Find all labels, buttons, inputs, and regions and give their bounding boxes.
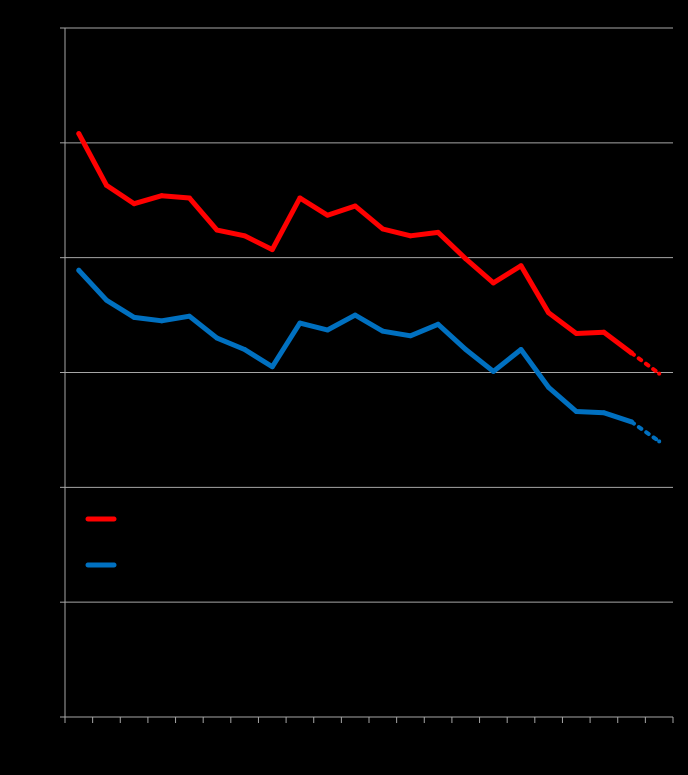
series-0-point-0	[76, 131, 82, 137]
series-0-point-11	[380, 226, 386, 232]
y-tick-label-4: 4	[49, 250, 56, 265]
series-0-point-12	[407, 233, 413, 239]
series-0-point-15	[490, 280, 496, 286]
series-0-point-17	[546, 310, 552, 316]
series-0-point-7	[269, 247, 275, 253]
series-1-point-2	[131, 314, 137, 320]
series-0-point-16	[518, 263, 524, 269]
series-1-point-8	[297, 320, 303, 326]
series-1-point-19	[601, 410, 607, 416]
series-1-point-7	[269, 364, 275, 370]
series-1-point-15	[490, 368, 496, 374]
y-tick-label-0: 0	[49, 709, 56, 724]
series-0-point-18	[573, 330, 579, 336]
series-line-1	[76, 267, 634, 425]
series-1-point-1	[103, 297, 109, 303]
series-0-point-10	[352, 203, 358, 209]
gridlines	[65, 27, 673, 718]
series-lines	[76, 131, 662, 444]
y-tick-label-2: 2	[49, 479, 56, 494]
y-tick-label-6: 6	[49, 20, 56, 35]
y-tick-label-1: 1	[49, 594, 56, 609]
axes: 0 1 2 3 4 5 6	[49, 20, 674, 724]
series-projection-0	[629, 351, 662, 376]
series-0-point-19	[601, 329, 607, 335]
series-1-point-11	[380, 328, 386, 334]
series-0-point-1	[103, 182, 109, 188]
series-1-point-14	[463, 347, 469, 353]
series-1-point-10	[352, 312, 358, 318]
series-1-point-4	[186, 313, 192, 319]
series-1-point-0	[76, 267, 82, 273]
series-0-point-2	[131, 201, 137, 207]
series-projection-1	[629, 419, 662, 444]
y-tick-label-3: 3	[49, 365, 56, 380]
series-0-point-5	[214, 227, 220, 233]
series-1-point-12	[407, 333, 413, 339]
legend	[85, 516, 117, 568]
series-1-point-17	[546, 384, 552, 390]
series-1-point-13	[435, 321, 441, 327]
series-0-point-13	[435, 229, 441, 235]
series-1-point-6	[242, 347, 248, 353]
y-tick-label-5: 5	[49, 135, 56, 150]
series-1-projected-point-1	[657, 439, 662, 444]
series-0-point-3	[159, 193, 165, 199]
series-0-point-9	[325, 212, 331, 218]
series-0-point-4	[186, 195, 192, 201]
series-0-point-14	[463, 256, 469, 262]
series-1-point-5	[214, 335, 220, 341]
series-1-point-3	[159, 318, 165, 324]
series-1-point-9	[325, 327, 331, 333]
series-1-point-18	[573, 409, 579, 415]
series-1-point-16	[518, 347, 524, 353]
series-0-point-8	[297, 195, 303, 201]
series-0-point-6	[242, 233, 248, 239]
series-0-projected-point-1	[657, 371, 662, 376]
